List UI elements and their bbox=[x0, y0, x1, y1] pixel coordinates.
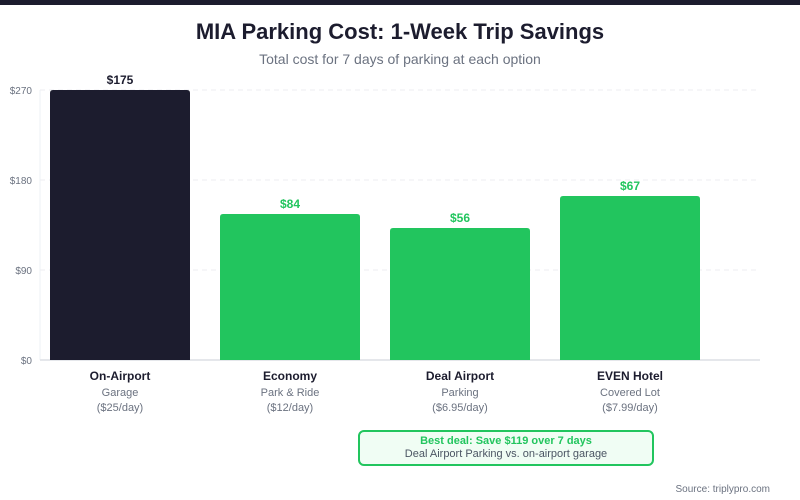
data-label: $67 bbox=[620, 179, 640, 193]
y-tick-label: $90 bbox=[15, 266, 32, 277]
bar-on-airport bbox=[50, 90, 190, 360]
best-deal-callout: Best deal: Save $119 over 7 days Deal Ai… bbox=[358, 430, 654, 466]
callout-detail: Deal Airport Parking vs. on-airport gara… bbox=[404, 448, 608, 460]
source-note: Source: triplypro.com bbox=[675, 484, 770, 495]
x-tick-rate: ($7.99/day) bbox=[602, 402, 658, 414]
y-tick-label: $180 bbox=[10, 176, 33, 187]
chart-subtitle: Total cost for 7 days of parking at each… bbox=[259, 51, 541, 67]
chart-title: MIA Parking Cost: 1-Week Trip Savings bbox=[195, 19, 605, 44]
callout-headline: Best deal: Save $119 over 7 days bbox=[420, 435, 592, 447]
x-tick-sublabel: Garage bbox=[102, 387, 139, 399]
y-tick-label: $0 bbox=[21, 356, 33, 367]
x-tick-rate: ($25/day) bbox=[97, 402, 143, 414]
x-tick-rate: ($6.95/day) bbox=[432, 402, 488, 414]
bar-economy bbox=[220, 214, 360, 360]
x-tick-sublabel: Park & Ride bbox=[261, 387, 320, 399]
data-label: $84 bbox=[280, 197, 300, 211]
x-tick-label: EVEN Hotel bbox=[597, 369, 663, 383]
x-tick-sublabel: Parking bbox=[441, 387, 478, 399]
x-tick-label: Economy bbox=[263, 369, 317, 383]
bar-deal-airport bbox=[390, 228, 530, 360]
x-tick-rate: ($12/day) bbox=[267, 402, 313, 414]
top-bar bbox=[0, 0, 800, 5]
data-label: $175 bbox=[107, 73, 134, 87]
x-tick-label: On-Airport bbox=[90, 369, 151, 383]
y-tick-label: $270 bbox=[10, 86, 33, 97]
data-label: $56 bbox=[450, 211, 470, 225]
bar-even-hotel bbox=[560, 196, 700, 360]
x-tick-label: Deal Airport bbox=[426, 369, 494, 383]
x-tick-sublabel: Covered Lot bbox=[600, 387, 660, 399]
